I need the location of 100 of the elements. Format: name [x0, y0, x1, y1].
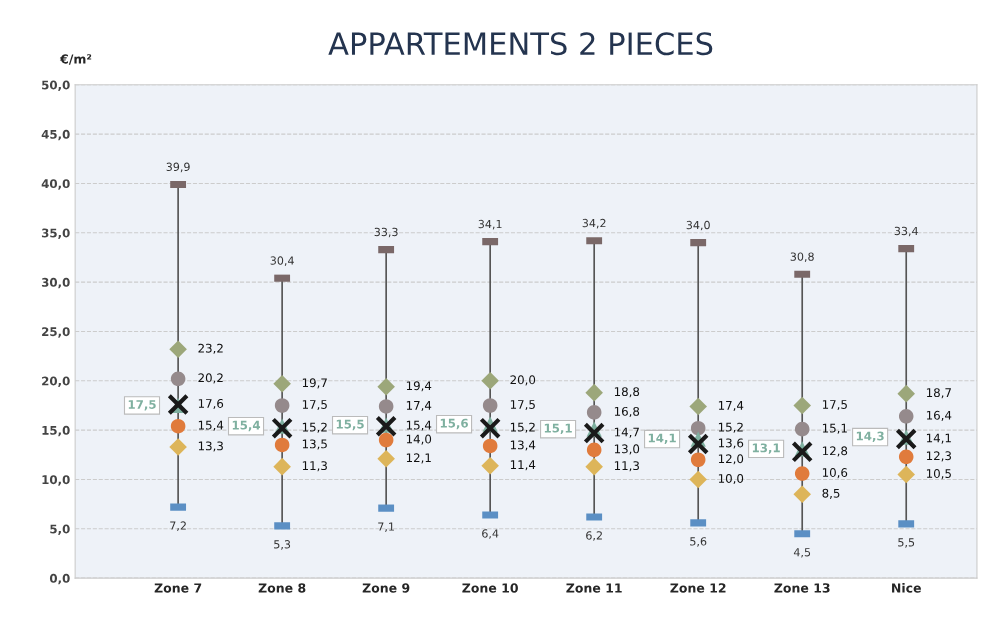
point [690, 420, 706, 436]
data-label: 17,4 [406, 401, 432, 412]
data-label: 8,5 [822, 488, 840, 499]
data-label: 12,8 [822, 446, 848, 457]
data-label: 15,6 [440, 418, 468, 430]
point [585, 457, 603, 476]
data-label: 15,2 [510, 422, 535, 433]
y-tick-label: 50,0 [42, 80, 70, 91]
y-tick-label: 20,0 [42, 376, 70, 387]
data-label: 18,7 [926, 388, 951, 399]
point [375, 415, 398, 438]
data-label: 5,5 [898, 538, 915, 548]
point [169, 340, 187, 359]
point [794, 421, 810, 437]
point [377, 449, 395, 468]
data-label: 15,2 [718, 422, 743, 433]
point [481, 372, 499, 390]
point [273, 374, 291, 393]
data-label: 18,8 [614, 387, 640, 398]
data-label: 10,6 [822, 468, 848, 479]
data-label: 15,4 [198, 420, 224, 431]
data-label: 15,1 [544, 423, 572, 435]
point [586, 405, 602, 420]
data-label: 17,5 [302, 400, 327, 411]
point [583, 422, 606, 444]
data-label: 23,2 [198, 343, 223, 354]
data-label: 10,0 [718, 473, 744, 485]
data-label: 17,5 [822, 400, 847, 411]
point [271, 417, 294, 440]
data-label: 15,5 [336, 419, 364, 431]
data-label: 20,2 [198, 373, 223, 384]
y-axis-title: €/m² [59, 54, 92, 65]
y-tick-label: 10,0 [42, 475, 70, 486]
data-label: 12,0 [718, 454, 744, 465]
data-label: 10,5 [926, 469, 951, 480]
data-label: 14,0 [406, 434, 432, 445]
data-label: 11,3 [302, 461, 327, 472]
data-label: 6,2 [586, 531, 602, 541]
point [378, 399, 394, 414]
point [274, 398, 290, 413]
data-label: 7,1 [378, 522, 394, 532]
data-label: 30,4 [270, 256, 294, 266]
point [482, 398, 498, 413]
point [482, 438, 498, 454]
y-tick-label: 0,0 [49, 573, 70, 585]
point [895, 428, 918, 450]
x-tick-label: Zone 10 [462, 583, 518, 593]
point [273, 457, 291, 476]
data-label: 16,4 [926, 410, 952, 421]
point [378, 432, 394, 448]
data-label: 14,3 [856, 431, 884, 442]
y-tick-label: 45,0 [41, 129, 70, 141]
data-label: 30,8 [790, 252, 814, 262]
data-label: 7,2 [170, 521, 186, 531]
data-label: 12,3 [926, 451, 951, 462]
data-label: 14,7 [614, 427, 639, 438]
y-tick-label: 25,0 [42, 327, 70, 338]
data-label: 17,5 [510, 400, 535, 411]
point [170, 371, 186, 387]
y-tick-label: 35,0 [41, 228, 70, 239]
point [479, 417, 502, 440]
data-label: 15,1 [822, 423, 847, 434]
point [689, 470, 707, 489]
data-label: 15,4 [406, 420, 432, 431]
point [794, 466, 810, 481]
data-label: 39,9 [166, 162, 190, 173]
point [793, 396, 811, 415]
x-tick-label: Zone 9 [362, 583, 410, 593]
point [687, 433, 710, 455]
point [690, 452, 706, 468]
point [898, 409, 914, 424]
data-label: 14,1 [648, 433, 676, 444]
point [274, 437, 290, 453]
point [377, 377, 395, 396]
data-label: 17,4 [718, 401, 744, 412]
point [586, 442, 602, 458]
point [791, 440, 814, 463]
x-tick-label: Zone 12 [670, 583, 726, 593]
point [170, 418, 186, 434]
data-label: 14,1 [926, 433, 951, 444]
data-label: 13,5 [302, 439, 327, 450]
point [585, 383, 603, 402]
chart-title: APPARTEMENTS 2 PIECES [328, 32, 713, 56]
data-label: 11,4 [510, 460, 536, 471]
point [898, 449, 914, 465]
data-label: 5,3 [274, 540, 291, 550]
data-label: 34,0 [686, 220, 710, 231]
point [897, 465, 915, 484]
data-label: 34,2 [582, 218, 606, 229]
y-tick-label: 40,0 [41, 179, 70, 190]
data-label: 33,4 [894, 226, 918, 237]
data-label: 19,4 [406, 381, 432, 392]
data-label: 17,5 [128, 400, 156, 411]
data-label: 13,3 [198, 441, 223, 452]
x-tick-label: Zone 11 [566, 583, 622, 593]
y-tick-label: 15,0 [42, 425, 70, 437]
point [169, 438, 187, 456]
data-label: 34,1 [478, 219, 502, 230]
point [793, 485, 811, 504]
x-tick-label: Zone 8 [258, 583, 306, 593]
